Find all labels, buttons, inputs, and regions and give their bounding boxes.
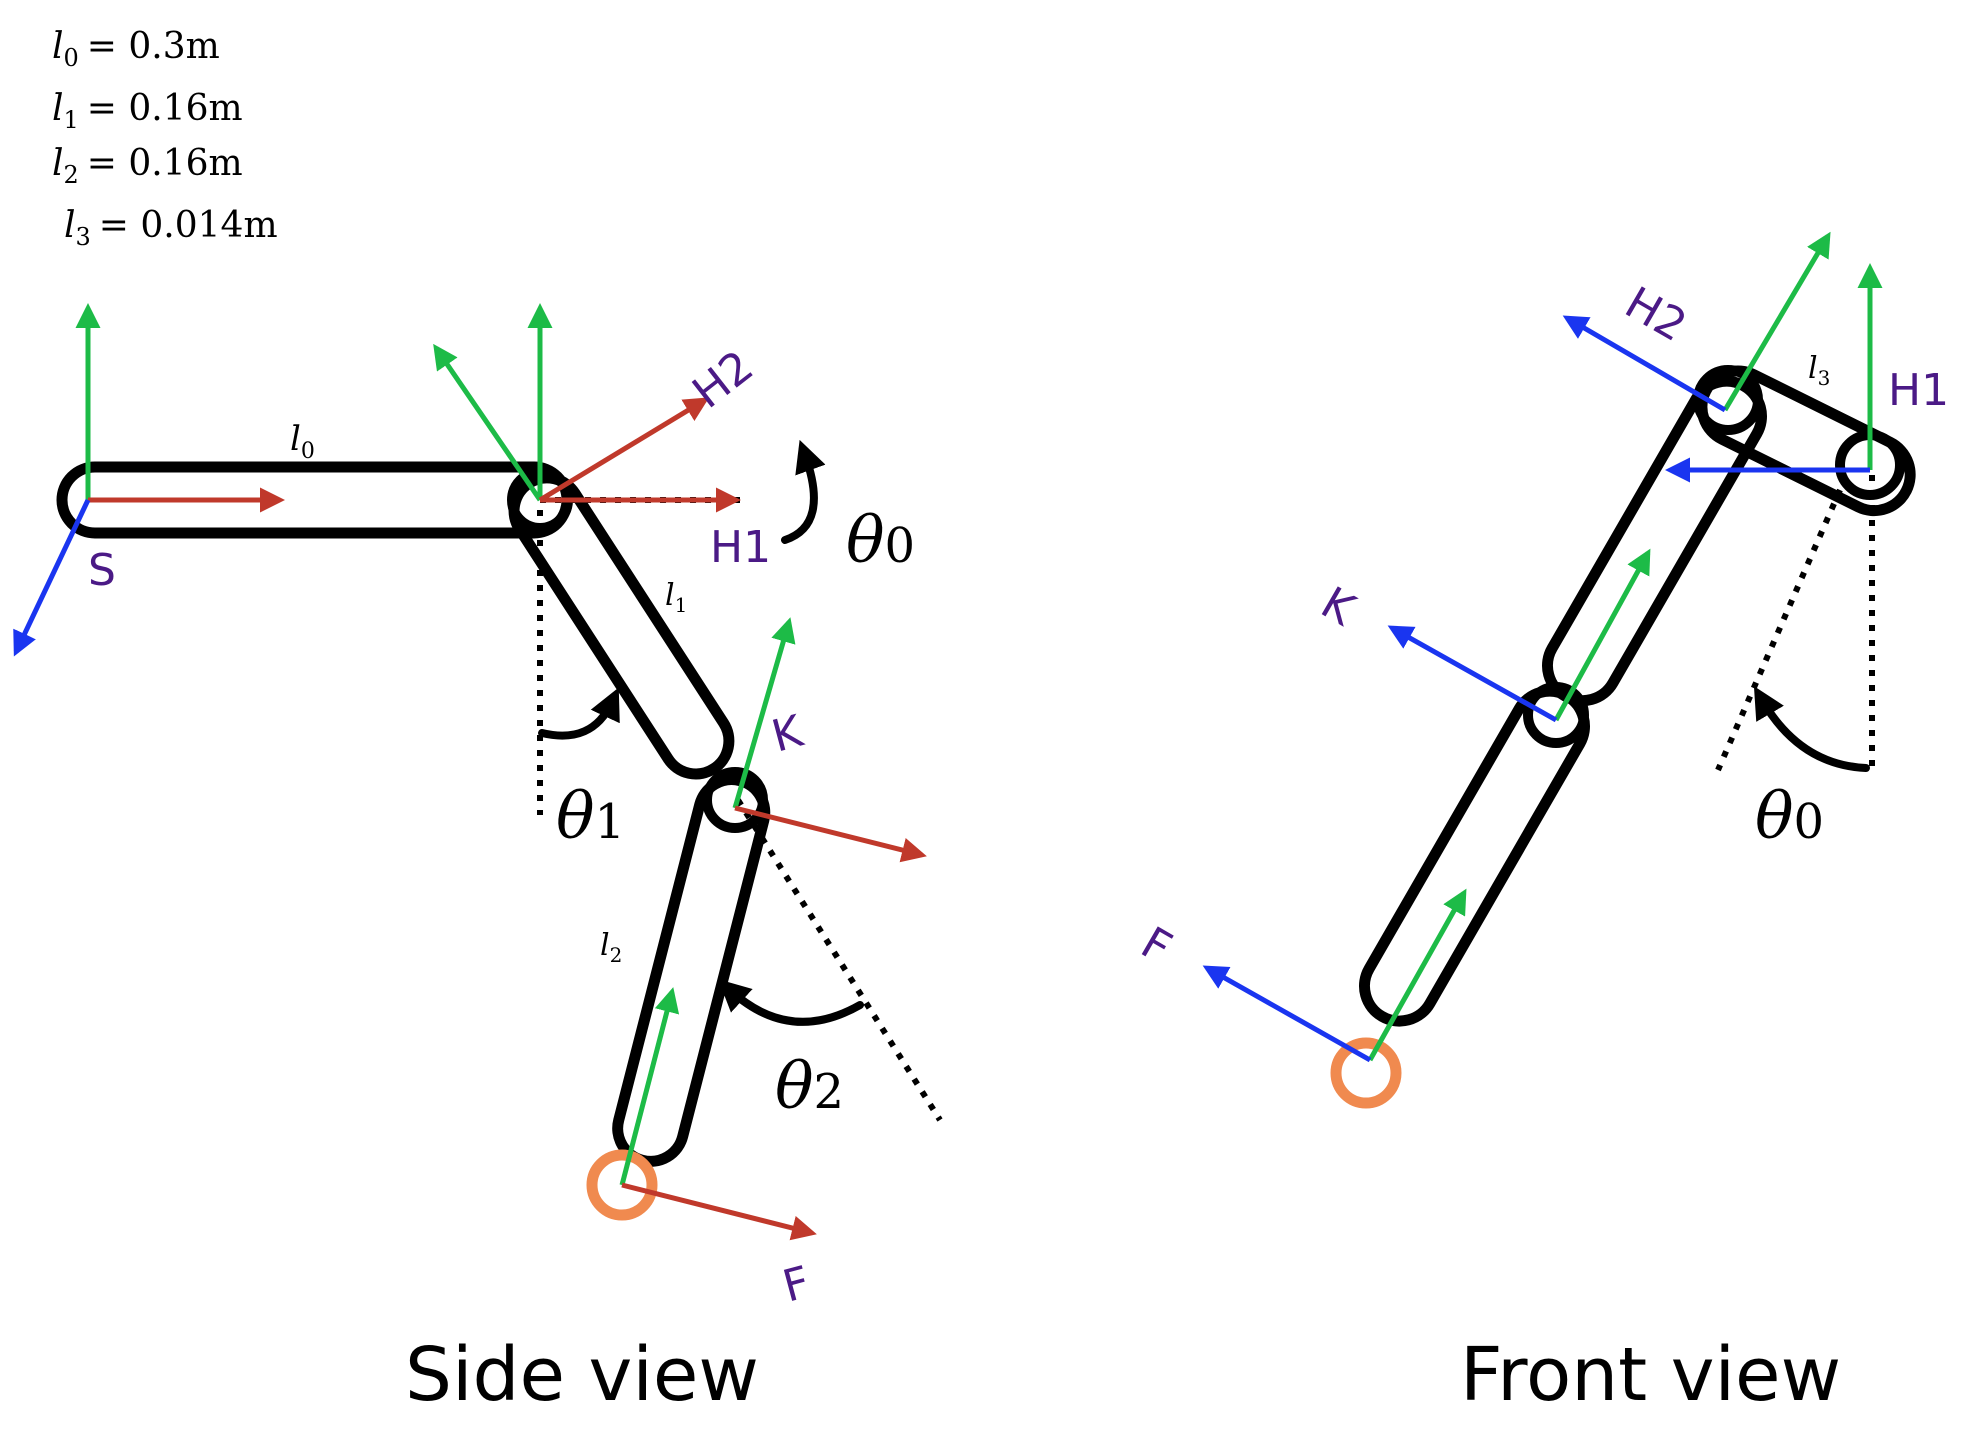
side-theta1-arc <box>538 687 620 740</box>
side-k-y-axis-arrow <box>732 617 796 809</box>
side-view-title: Side view <box>405 1332 759 1418</box>
side-k-x-axis-arrow <box>734 805 927 863</box>
front-view-title: Front view <box>1460 1332 1841 1418</box>
front-f-y-axis-arrow <box>1367 888 1467 1062</box>
side-frame-label-f: F <box>778 1257 816 1313</box>
side-frame-label-h1: H1 <box>710 522 771 573</box>
front-h2-y-axis-arrow <box>1722 231 1831 412</box>
front-k-y-axis-arrow <box>1553 548 1651 722</box>
front-k-z-axis-arrow <box>1387 625 1558 723</box>
front-leg-reference-line <box>1715 488 1843 772</box>
side-h2-y-axis-arrow <box>433 343 543 502</box>
param-l1: l1 = 0.16m <box>52 88 243 134</box>
side-l1-label: l1 <box>665 578 687 617</box>
front-foot-marker <box>1330 1037 1402 1109</box>
front-h2-z-axis-arrow <box>1562 315 1727 413</box>
front-link-l1 <box>1542 375 1767 707</box>
side-frame-label-k: K <box>767 706 809 763</box>
side-l2-label: l2 <box>600 928 622 967</box>
front-frame-label-k: K <box>1313 577 1364 636</box>
front-knee-joint <box>1523 682 1589 748</box>
side-theta2-arc <box>718 979 864 1026</box>
side-theta1-label: θ1 <box>556 780 625 854</box>
front-frame-label-f: F <box>1133 917 1180 974</box>
side-s-z-axis-arrow <box>13 498 91 657</box>
param-l0: l0 = 0.3m <box>52 26 220 72</box>
side-view: l0 l1 l2 S H1 H2 K F θ0 θ1 θ2 Side view <box>13 303 943 1418</box>
front-link-l2 <box>1359 685 1590 1027</box>
side-f-y-axis-arrow <box>619 987 680 1186</box>
front-theta0-label: θ0 <box>1755 780 1824 854</box>
side-l0-label: l0 <box>290 419 315 464</box>
param-l2: l2 = 0.16m <box>52 143 243 189</box>
side-frame-label-s: S <box>88 545 116 596</box>
front-l3-label: l3 <box>1808 351 1830 390</box>
side-link-l2 <box>612 774 771 1167</box>
side-h2-x-axis-arrow <box>538 397 710 503</box>
front-view: l3 H1 H2 K F θ0 Front view <box>1133 231 1949 1418</box>
side-f-x-axis-arrow <box>621 1182 817 1241</box>
front-frame-label-h1: H1 <box>1888 365 1949 416</box>
side-theta0-arc <box>781 439 826 544</box>
side-knee-joint <box>702 767 768 833</box>
side-l1-extension-line <box>735 798 943 1122</box>
param-l3: l3 = 0.014m <box>64 205 278 251</box>
front-frame-label-h2: H2 <box>1617 277 1695 352</box>
side-theta2-label: θ2 <box>775 1050 844 1124</box>
front-f-z-axis-arrow <box>1202 965 1372 1063</box>
side-foot-marker <box>586 1149 658 1221</box>
front-h2-joint <box>1693 365 1763 435</box>
side-theta0-label: θ0 <box>846 504 915 578</box>
parameter-list: l0 = 0.3m l1 = 0.16m l2 = 0.16m l3 = 0.014m <box>52 26 278 251</box>
front-theta0-arc <box>1753 686 1870 772</box>
